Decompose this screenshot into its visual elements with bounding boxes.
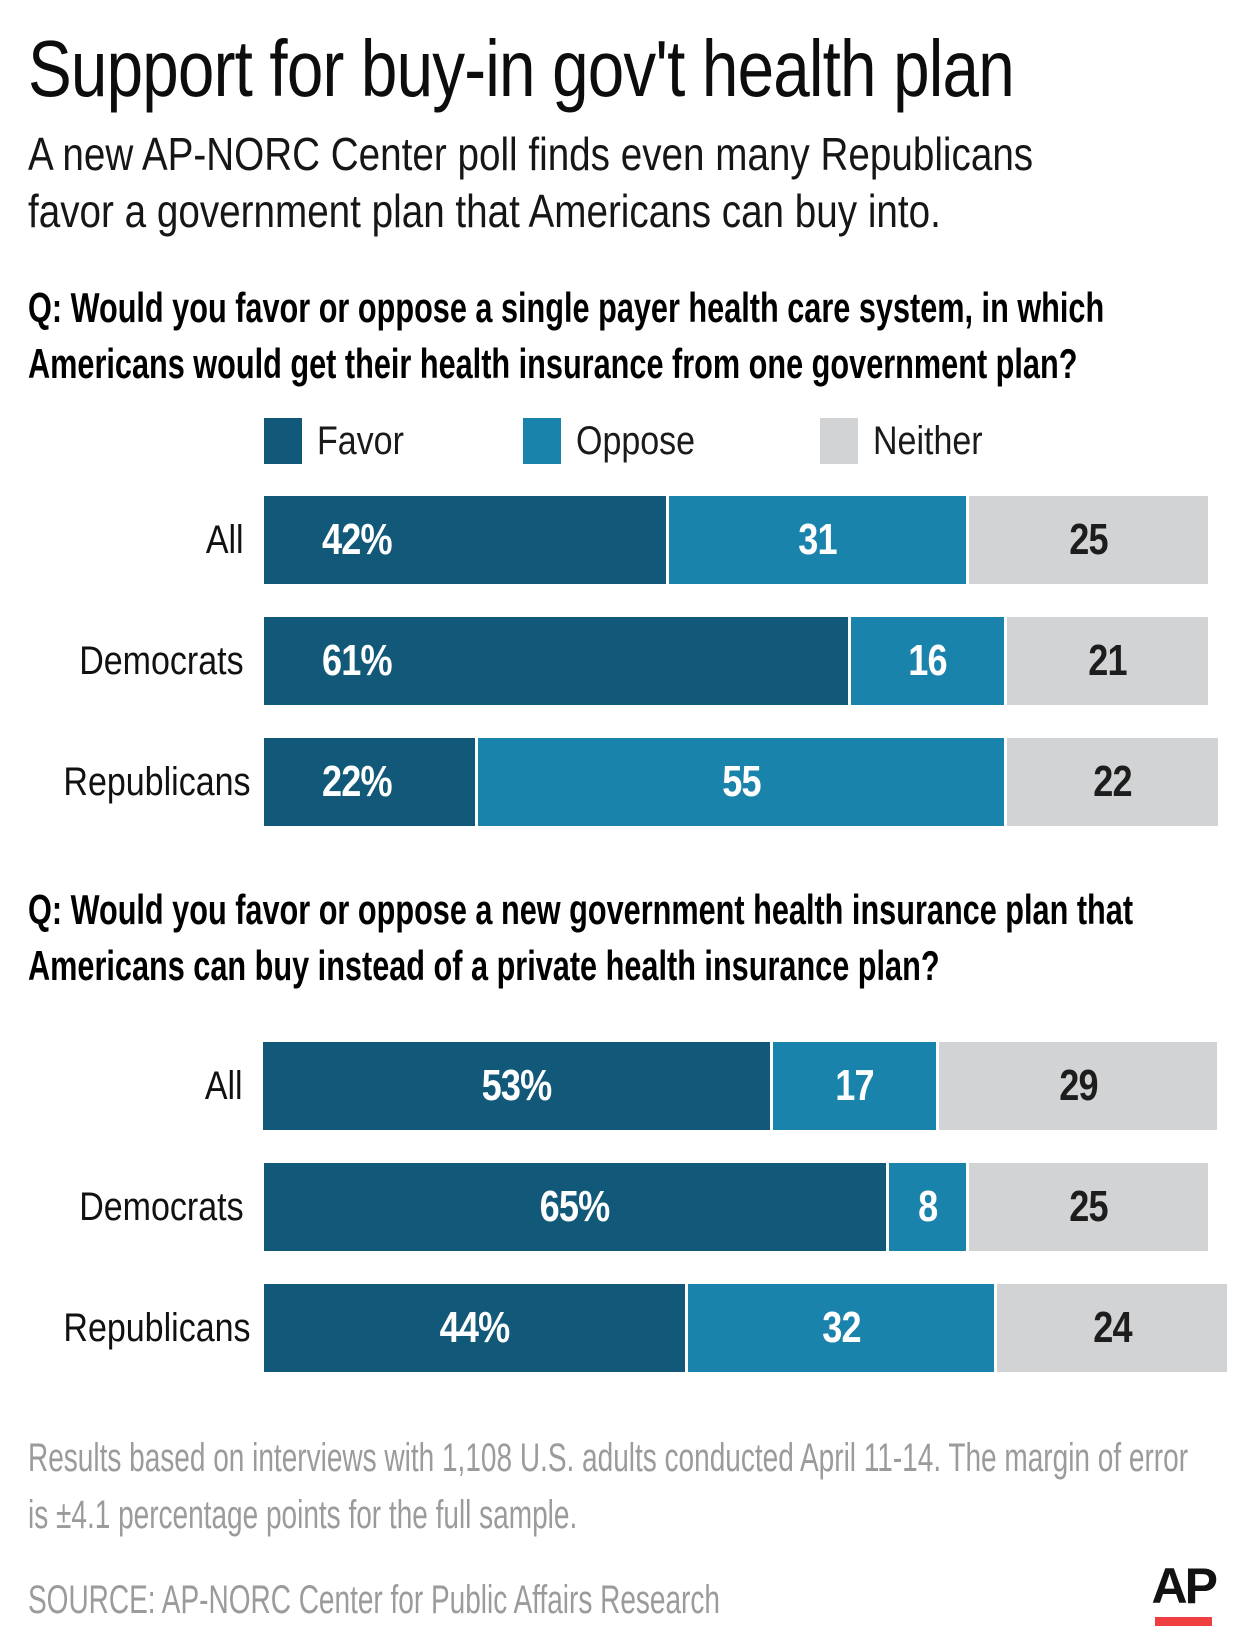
bar-row-democrats: Democrats 61% 16 21 [28, 617, 1217, 705]
bar-value-label: 44% [439, 1303, 511, 1352]
bar-value-label: 53% [481, 1061, 553, 1110]
legend-label: Neither [873, 418, 983, 463]
ap-logo-red-bar [1154, 1617, 1212, 1626]
row-label-all: All [204, 1063, 243, 1108]
bar-row-all: All 42% 31 25 [28, 496, 1217, 584]
bar-segment-neither: 24 [997, 1284, 1227, 1372]
footnote: Results based on interviews with 1,108 U… [28, 1430, 1217, 1544]
legend-item-oppose: Oppose [523, 418, 716, 464]
ap-logo: AP [1151, 1558, 1218, 1626]
neither-swatch [820, 418, 859, 464]
bar-value-label: 25 [1069, 515, 1108, 564]
bar-segment-oppose: 32 [688, 1284, 994, 1372]
bar-segment-neither: 22 [1007, 738, 1218, 826]
source-credit: SOURCE: AP-NORC Center for Public Affair… [28, 1578, 720, 1622]
bar-value-label: 24 [1092, 1303, 1132, 1352]
bar-value-label: 16 [908, 636, 947, 685]
question-1-line: Q: Would you favor or oppose a single pa… [28, 284, 1105, 331]
question-2-line: Q: Would you favor or oppose a new gover… [28, 886, 1134, 933]
subtitle-line: A new AP-NORC Center poll finds even man… [28, 128, 1034, 180]
bar-value-label: 65% [540, 1182, 611, 1231]
bar-segment-oppose: 17 [773, 1042, 936, 1130]
bar-row-republicans: Republicans 44% 32 24 [28, 1284, 1227, 1372]
favor-swatch [264, 418, 302, 464]
legend-item-favor: Favor [264, 418, 419, 464]
bar-segment-oppose: 55 [478, 738, 1004, 826]
subtitle: A new AP-NORC Center poll finds even man… [28, 126, 1217, 240]
bar-value-label: 42% [322, 515, 393, 564]
bar-segment-oppose: 8 [889, 1163, 966, 1251]
bar-segment-oppose: 16 [851, 617, 1004, 705]
oppose-swatch [523, 418, 562, 464]
row-label-republicans: Republicans [63, 1305, 251, 1350]
bar-segment-favor: 53% [263, 1042, 770, 1130]
row-label-all: All [205, 517, 244, 562]
bar-value-label: 8 [917, 1182, 938, 1231]
bar-track: 44% 32 24 [264, 1284, 1227, 1372]
bar-track: 22% 55 22 [264, 738, 1218, 826]
bar-value-label: 22 [1093, 757, 1132, 806]
question-1: Q: Would you favor or oppose a single pa… [28, 280, 1217, 392]
row-label-democrats: Democrats [79, 638, 244, 683]
footnote-line: is ±4.1 percentage points for the full s… [28, 1493, 578, 1537]
bar-segment-favor: 42% [264, 496, 666, 584]
bar-segment-neither: 25 [969, 1163, 1208, 1251]
bar-value-label: 21 [1088, 636, 1127, 685]
legend-label: Favor [317, 418, 404, 463]
bar-segment-neither: 21 [1007, 617, 1208, 705]
bar-value-label: 32 [821, 1303, 861, 1352]
bar-value-label: 25 [1069, 1182, 1108, 1231]
page-title: Support for buy-in gov't health plan [28, 24, 1015, 113]
legend-label: Oppose [576, 418, 696, 463]
bar-value-label: 31 [798, 515, 837, 564]
bar-segment-favor: 44% [264, 1284, 685, 1372]
row-label-democrats: Democrats [79, 1184, 244, 1229]
question-1-line: Americans would get their health insuran… [28, 340, 1078, 387]
bar-row-all: All 53% 17 29 [28, 1042, 1217, 1130]
question-2: Q: Would you favor or oppose a new gover… [28, 882, 1217, 994]
bar-track: 65% 8 25 [264, 1163, 1208, 1251]
source-row: SOURCE: AP-NORC Center for Public Affair… [28, 1558, 1218, 1626]
ap-logo-text: AP [1151, 1558, 1218, 1614]
bar-segment-neither: 25 [969, 496, 1208, 584]
chart-buy-in-plan: All 53% 17 29 Democrats 65% 8 25 Republicans 44% 3… [28, 1042, 1227, 1372]
footnote-line: Results based on interviews with 1,108 U… [28, 1436, 1189, 1480]
subtitle-line: favor a government plan that Americans c… [28, 185, 941, 237]
bar-track: 53% 17 29 [263, 1042, 1217, 1130]
bar-track: 61% 16 21 [264, 617, 1208, 705]
bar-row-republicans: Republicans 22% 55 22 [28, 738, 1218, 826]
bar-track: 42% 31 25 [264, 496, 1208, 584]
legend: Favor Oppose Neither [264, 418, 1217, 464]
bar-segment-favor: 65% [264, 1163, 886, 1251]
bar-value-label: 55 [721, 757, 761, 806]
bar-segment-favor: 61% [264, 617, 848, 705]
bar-value-label: 22% [322, 757, 393, 806]
bar-segment-oppose: 31 [669, 496, 966, 584]
row-label-republicans: Republicans [63, 759, 251, 804]
question-2-line: Americans can buy instead of a private h… [28, 942, 940, 989]
bar-segment-neither: 29 [939, 1042, 1217, 1130]
bar-value-label: 17 [835, 1061, 874, 1110]
bar-row-democrats: Democrats 65% 8 25 [28, 1163, 1217, 1251]
legend-item-neither: Neither [820, 418, 1002, 464]
bar-value-label: 29 [1058, 1061, 1098, 1110]
bar-segment-favor: 22% [264, 738, 475, 826]
chart-single-payer: All 42% 31 25 Democrats 61% 16 21 Republicans 22%… [28, 496, 1218, 826]
bar-value-label: 61% [322, 636, 393, 685]
